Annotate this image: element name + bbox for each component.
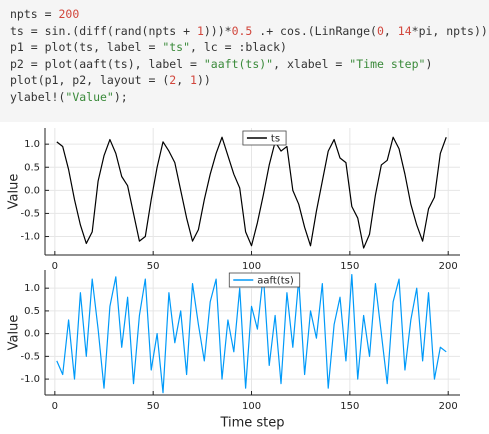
code-token: , [383,23,398,38]
y-tick-label: -0.5 [20,351,40,362]
legend-label: aaft(ts) [257,276,294,287]
y-axis-label: Value [7,315,22,351]
x-axis-label: Time step [219,416,284,431]
x-tick-label: 50 [147,261,160,272]
code-token: *pi, npts)) [411,23,488,38]
code-line: plot(p1, p2, layout = (2, 1)) [10,72,479,89]
code-token: ylabel!( [10,89,66,104]
code-token: 14 [397,23,412,38]
code-token: plot(p1, p2, layout = ( [10,73,170,87]
x-tick-label: 100 [242,261,261,272]
code-token: npts = [10,7,59,21]
y-tick-label: -0.5 [20,208,40,219]
y-tick-label: 0.0 [24,185,40,196]
legend: aaft(ts) [228,272,301,288]
code-token: 1 [196,23,204,38]
code-line: p2 = plot(aaft(ts), label = "aaft(ts)", … [10,56,479,73]
code-line: npts = 200 [10,6,479,23]
y-tick-label: 1.0 [24,283,40,294]
code-token: "Value" [65,89,114,104]
code-token: ); [113,89,128,104]
x-tick-label: 50 [147,401,160,412]
y-tick-label: 0.5 [24,162,40,173]
y-tick-label: 0.0 [24,329,40,340]
code-token: "aaft(ts)" [203,56,274,71]
y-tick-label: 1.0 [24,139,40,150]
x-tick-label: 150 [340,261,359,272]
y-tick-label: -1.0 [20,232,40,243]
code-token: )) [196,73,211,87]
code-token: 200 [58,7,80,21]
code-token: "ts" [162,40,191,54]
code-token: p2 = plot(aaft(ts), label = [10,56,204,71]
code-token: p1 = plot(ts, label = [10,40,163,54]
code-cell: npts = 200 ts = sin.(diff(rand(npts + 1))… [0,0,489,122]
x-tick-label: 0 [52,261,58,272]
code-token: 2 [169,73,177,87]
code-token: 0.5 [231,23,253,38]
code-token: 1 [190,73,197,87]
code-line: ts = sin.(diff(rand(npts + 1)))*0.5 .+ c… [10,23,488,40]
code-token: "Time step" [349,56,426,71]
legend-label: ts [271,134,280,145]
x-tick-label: 100 [242,401,261,412]
line [56,136,447,249]
plots: 1.0 0.5 0.0 -0.5 -1.0 0 50 100 150 200 Value ts 1.0 0… [7,128,460,431]
code-token: .+ cos.(LinRange( [252,23,377,38]
line [56,273,447,394]
code-line: ylabel!("Value"); [10,89,479,106]
code-token: 0 [376,23,384,38]
code-token: )))* [203,23,232,38]
legend: ts [242,130,287,146]
y-tick-label: 0.5 [24,306,40,317]
code-line: p1 = plot(ts, label = "ts", lc = :black) [10,39,479,56]
x-tick-label: 0 [52,401,58,412]
x-tick-label: 150 [340,401,359,412]
code-token: , lc = :black) [190,40,287,54]
y-axis-label: Value [7,174,22,210]
code-token: , [176,73,191,87]
code-token: ts = sin.(diff(rand(npts + [10,23,197,38]
x-tick-label: 200 [439,401,458,412]
y-tick-label: -1.0 [20,374,40,385]
x-tick-label: 200 [439,261,458,272]
code-token: , xlabel = [273,56,350,71]
code-token: ) [425,56,433,71]
legend-box [228,272,301,288]
